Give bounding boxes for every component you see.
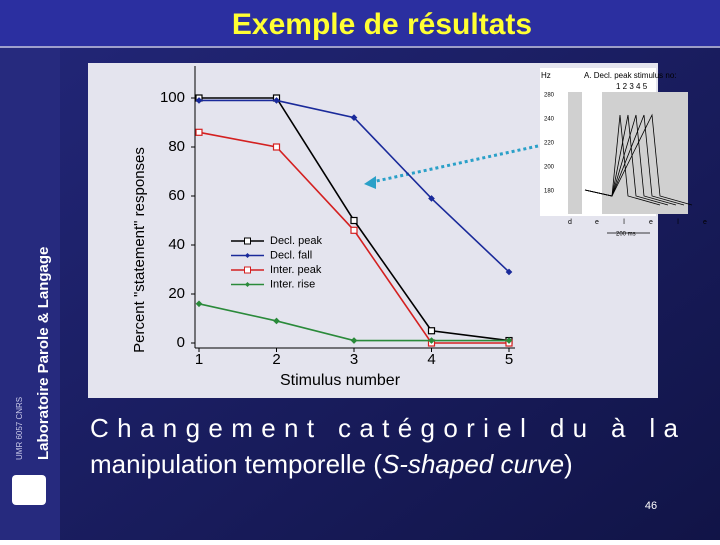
- inset-segment: e: [703, 219, 707, 226]
- legend-marker: [245, 253, 250, 258]
- point: [427, 327, 436, 335]
- point: [272, 143, 281, 151]
- arrow: [371, 144, 539, 184]
- legend-label: Decl. peak: [270, 235, 322, 247]
- inset-tick-label: 220: [544, 141, 555, 147]
- caption: manipulation temporelle (S-shaped curve): [90, 449, 573, 479]
- slide-title: Exemple de résultats: [232, 8, 532, 41]
- inset-tick-label: 240: [544, 117, 555, 123]
- caption-part: manipulation temporelle (: [90, 449, 382, 479]
- inset-scale: 200 ms: [616, 232, 636, 238]
- legend-marker: [244, 237, 251, 245]
- y-tick-label: 80: [168, 138, 185, 155]
- point: [273, 317, 280, 325]
- inset-shade: [602, 92, 688, 214]
- point: [505, 268, 513, 276]
- point: [195, 128, 203, 136]
- point: [428, 337, 435, 344]
- inset-segment: e: [595, 219, 599, 226]
- caption-part: ): [564, 449, 573, 479]
- inset-segment: d: [568, 219, 572, 226]
- caption-italic: S-shaped curve: [382, 449, 564, 479]
- point: [350, 216, 358, 225]
- y-tick-label: 60: [168, 187, 185, 204]
- x-tick-label: 2: [272, 351, 280, 368]
- legend-marker: [245, 282, 250, 287]
- x-axis-label: Stimulus number: [280, 372, 401, 389]
- legend-label: Inter. peak: [270, 264, 322, 276]
- y-tick-label: 20: [168, 285, 185, 302]
- inset-unit: Hz: [541, 71, 551, 80]
- point: [350, 114, 358, 121]
- arrow-head: [364, 176, 376, 189]
- y-axis-label: Percent "statement" responses: [131, 147, 148, 353]
- x-tick-label: 3: [350, 351, 358, 368]
- y-tick-label: 40: [168, 236, 185, 253]
- inset-title: A. Decl. peak stimulus no:: [584, 71, 676, 80]
- caption: Changement catégoriel du à la: [90, 413, 679, 443]
- point: [195, 97, 203, 104]
- legend-marker: [244, 266, 251, 274]
- point: [350, 337, 358, 344]
- inset-tick-label: 200: [544, 165, 555, 171]
- inset-figure: [540, 68, 693, 234]
- y-tick-label: 100: [160, 89, 185, 106]
- y-tick-label: 0: [177, 334, 185, 351]
- point: [350, 226, 358, 234]
- page-number: 46: [645, 500, 657, 512]
- x-tick-label: 4: [427, 351, 435, 368]
- inset-tick-label: 180: [544, 189, 555, 195]
- title-bar: [0, 0, 720, 46]
- inset-contour: [584, 113, 693, 206]
- inset-stimuli: 1 2 3 4 5: [616, 82, 648, 91]
- inset-tick-label: 280: [544, 93, 555, 99]
- point: [273, 97, 280, 104]
- legend-label: Decl. fall: [270, 249, 312, 261]
- inset-segment: l: [623, 219, 625, 226]
- legend-label: Inter. rise: [270, 278, 315, 290]
- inset-shade: [568, 92, 582, 214]
- inset-segment: e: [649, 219, 653, 226]
- x-tick-label: 1: [195, 351, 203, 368]
- sidebar: [0, 48, 60, 540]
- x-tick-label: 5: [505, 351, 513, 368]
- point: [195, 300, 203, 308]
- logo-mark: [12, 475, 46, 505]
- logo-subtext: UMR 6057 CNRS: [15, 397, 24, 460]
- logo-text: Laboratoire Parole & Langage: [35, 247, 52, 460]
- inset-segment: l: [677, 219, 679, 226]
- point: [428, 195, 435, 202]
- point: [505, 337, 513, 344]
